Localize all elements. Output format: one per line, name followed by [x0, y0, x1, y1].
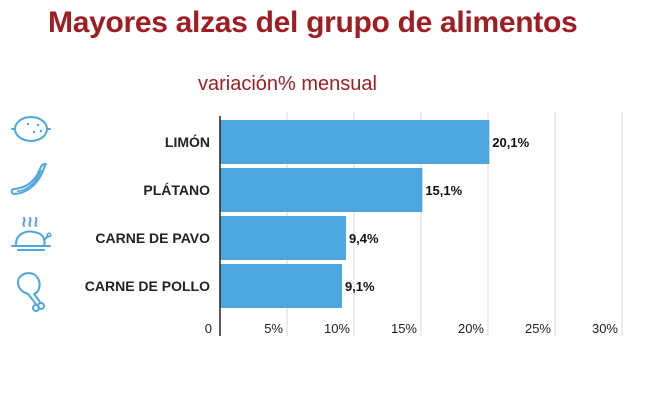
x-tick-label: 0	[205, 321, 212, 336]
bar	[220, 216, 346, 260]
roast-turkey-icon	[11, 217, 52, 251]
x-tick-label: 20%	[458, 321, 484, 336]
category-label: LIMÓN	[165, 133, 210, 150]
data-label: 9,4%	[349, 231, 379, 246]
category-label: CARNE DE PAVO	[95, 230, 210, 246]
x-tick-label: 10%	[324, 321, 350, 336]
x-tick-label: 5%	[264, 321, 283, 336]
chicken-leg-icon	[17, 272, 45, 312]
x-tick-label: 25%	[525, 321, 551, 336]
x-tick-label: 30%	[592, 321, 618, 336]
banana-icon	[10, 163, 47, 195]
x-tick-label: 15%	[391, 321, 417, 336]
category-label: CARNE DE POLLO	[85, 278, 210, 294]
chart-subtitle: variación% mensual	[198, 73, 377, 95]
category-label: PLÁTANO	[143, 182, 210, 198]
data-label: 15,1%	[425, 183, 462, 198]
bar	[220, 264, 342, 308]
lemon-icon	[11, 116, 51, 142]
data-label: 20,1%	[492, 135, 529, 150]
bar	[220, 168, 423, 212]
data-label: 9,1%	[345, 279, 375, 294]
chart-title: Mayores alzas del grupo de alimentos	[48, 6, 578, 39]
bar	[220, 120, 490, 164]
